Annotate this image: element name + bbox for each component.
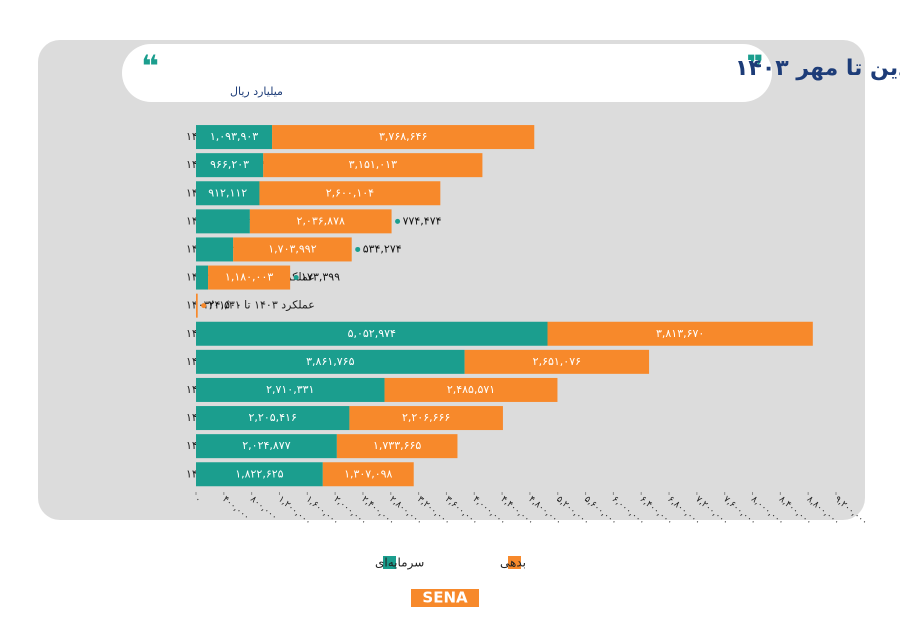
value-label: ۱,۷۰۳,۹۹۲ xyxy=(268,242,316,255)
chart-subtitle: میلیارد ریال xyxy=(230,85,283,98)
label-dot xyxy=(293,275,299,281)
label-dot xyxy=(201,303,207,309)
bar xyxy=(196,406,350,431)
legend-label: سرمایه‌ای xyxy=(375,556,424,571)
bar xyxy=(547,321,813,346)
legend-swatch xyxy=(508,556,521,569)
quote-mark: ❝ xyxy=(141,50,159,85)
bar xyxy=(336,434,458,459)
value-label: ۱,۱۸۰,۰۰۳ xyxy=(225,271,273,284)
bar xyxy=(208,265,291,290)
bar xyxy=(249,209,392,234)
logo-box xyxy=(411,589,479,607)
value-label: ۹۶۶,۲۰۳ xyxy=(210,158,249,171)
x-tick-label: ۰ xyxy=(192,495,202,506)
value-label: ۲,۶۵۱,۰۷۶ xyxy=(533,355,581,368)
value-label: ۳,۷۶۸,۶۴۶ xyxy=(379,130,427,143)
bar xyxy=(196,349,465,374)
bar xyxy=(464,349,650,374)
bar xyxy=(349,406,503,431)
value-label: ۲,۶۰۰,۱۰۴ xyxy=(326,186,374,199)
value-label: ۹۱۲,۱۱۲ xyxy=(208,186,247,199)
quote-mark: ❞ xyxy=(746,50,764,85)
bar xyxy=(259,181,441,206)
value-label: ۳,۸۱۳,۶۷۰ xyxy=(656,327,704,340)
bar xyxy=(233,237,352,262)
bar xyxy=(272,125,535,150)
bar xyxy=(196,321,548,346)
legend-swatch xyxy=(383,556,396,569)
value-label: ۱,۸۲۲,۶۲۵ xyxy=(235,467,283,480)
value-label: ۱,۷۳۳,۶۶۵ xyxy=(373,439,421,452)
value-label: ۵,۰۵۲,۹۷۴ xyxy=(348,327,396,340)
logo: SENA xyxy=(422,589,468,607)
value-label: ۲,۲۰۶,۶۶۶ xyxy=(402,411,450,424)
bar xyxy=(322,462,414,487)
value-label: ۵۳۴,۲۷۴ xyxy=(363,242,402,255)
label-dot xyxy=(395,218,401,224)
value-label: ۳,۸۶۱,۷۶۵ xyxy=(306,355,354,368)
value-label: ۲,۷۱۰,۳۳۱ xyxy=(266,383,314,396)
value-label: ۲,۰۳۶,۸۷۸ xyxy=(297,214,345,227)
legend-label: بدهی xyxy=(500,556,526,570)
bar xyxy=(263,153,483,178)
value-label: ۱,۰۹۳,۹۰۳ xyxy=(210,130,258,143)
bar xyxy=(196,209,250,234)
bar xyxy=(196,462,323,487)
bar xyxy=(196,377,385,402)
value-label: ۳,۱۵۱,۰۱۳ xyxy=(349,158,397,171)
bar xyxy=(196,153,264,178)
value-label: ۲,۰۲۴,۸۷۷ xyxy=(242,439,290,452)
label-dot xyxy=(355,246,361,252)
bar xyxy=(196,265,209,290)
bar xyxy=(196,434,337,459)
title-pill xyxy=(122,44,772,102)
bar xyxy=(384,377,558,402)
value-label: ۲۴,۵۰۰ xyxy=(209,299,242,312)
value-label: ۲,۲۰۵,۴۱۶ xyxy=(249,411,297,424)
value-label: ۷۷۴,۴۷۴ xyxy=(403,214,442,227)
value-label: ۱,۳۰۷,۰۹۸ xyxy=(344,467,392,480)
y-tick-label: عملکرد ۱۴۰۳ تا ۱۴۰۳/۰۱/۳۱ xyxy=(186,299,315,312)
value-label: ۲,۴۸۵,۵۷۱ xyxy=(447,383,495,396)
chart-title: ارزش جذب و تجهیز منابع از فروردین تا مهر… xyxy=(735,56,900,81)
bar xyxy=(196,125,273,150)
bar xyxy=(196,181,260,206)
value-label: ۱۷۳,۳۹۹ xyxy=(301,271,340,284)
bar xyxy=(196,237,234,262)
bar xyxy=(196,293,198,318)
